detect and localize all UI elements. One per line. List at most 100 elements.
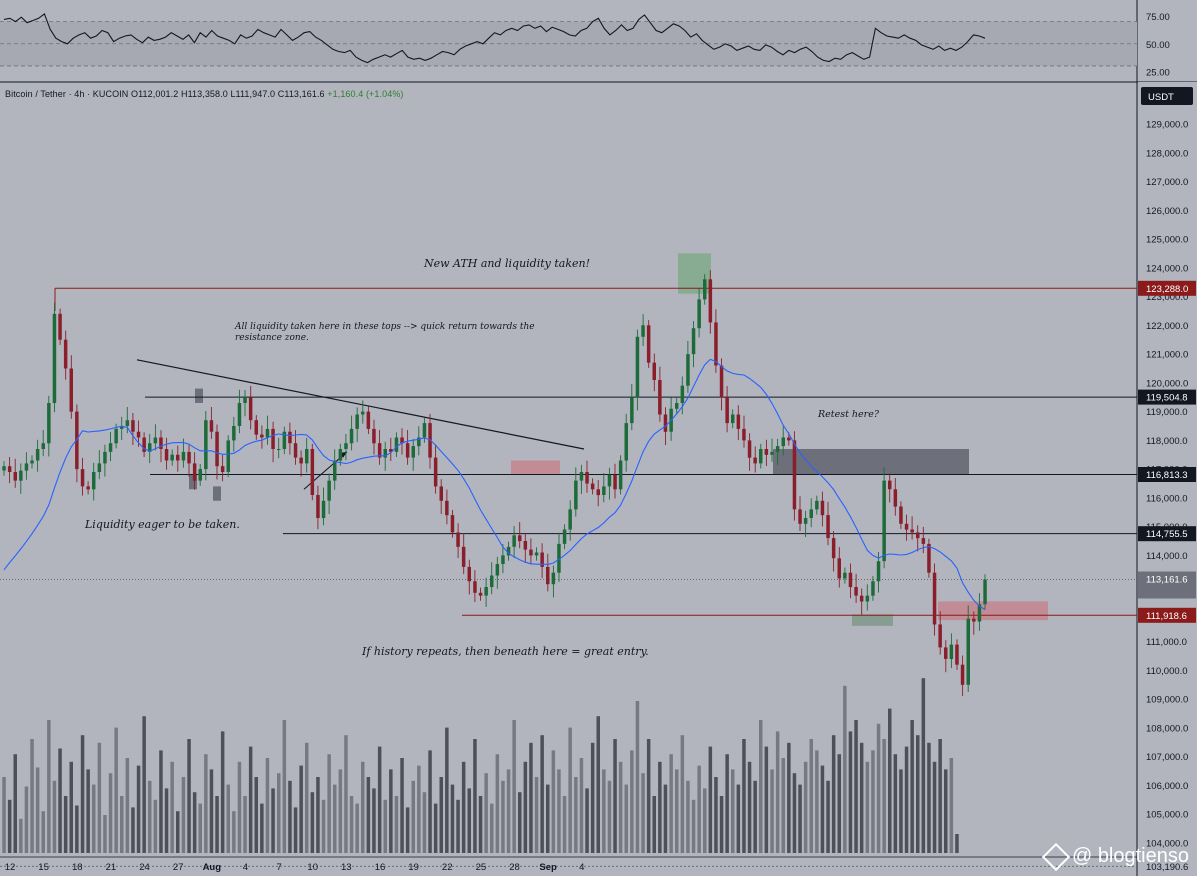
candle-body	[725, 397, 729, 424]
price-tick-label: 106,000.0	[1146, 781, 1188, 792]
price-level-tag	[1138, 858, 1196, 874]
candle-body	[697, 299, 701, 329]
price-tick-label: 120,000.0	[1146, 378, 1188, 389]
time-tick-label: 4	[579, 862, 584, 873]
candle-body	[865, 595, 870, 602]
price-tick-label: 104,000.0	[1146, 839, 1188, 850]
candle-body	[736, 414, 741, 429]
annotation-ath: New ATH and liquidity taken!	[424, 257, 591, 270]
candle-body	[164, 449, 169, 461]
volume-bar	[333, 784, 337, 853]
price-tick-label: 121,000.0	[1146, 350, 1188, 361]
candle-body	[265, 428, 270, 438]
candle-body	[142, 437, 146, 452]
candle-body	[86, 486, 90, 490]
candle-body	[501, 555, 505, 564]
volume-bar	[848, 731, 853, 853]
volume-bar	[473, 739, 477, 853]
volume-bar	[103, 815, 107, 853]
rsi-tick-label: 50.00	[1146, 40, 1170, 51]
price-tick-label: 127,000.0	[1146, 177, 1188, 188]
symbol-name[interactable]: Bitcoin / Tether · 4h · KUCOIN	[5, 89, 129, 99]
price-tick-label: 118,000.0	[1146, 436, 1188, 447]
candle-body	[282, 431, 287, 449]
volume-bar	[630, 750, 634, 853]
price-level-label: 103,190.6	[1146, 862, 1188, 873]
candle-body	[646, 325, 651, 363]
candle-body	[731, 414, 735, 424]
candle-body	[41, 443, 45, 449]
candle-body	[411, 446, 415, 458]
volume-bar	[450, 784, 455, 853]
volume-pane	[2, 678, 959, 853]
volume-bar	[293, 807, 298, 853]
volume-bar	[590, 742, 595, 853]
volume-bar	[703, 788, 707, 853]
liquidity-marker	[189, 474, 197, 490]
candle-body	[333, 460, 337, 481]
candle-body	[80, 469, 85, 487]
price-tick-label: 124,000.0	[1146, 263, 1188, 274]
price-tick-label: 122,000.0	[1146, 321, 1188, 332]
volume-bar	[585, 788, 589, 853]
volume-bar	[7, 799, 12, 853]
volume-bar	[52, 780, 57, 853]
candle-body	[176, 454, 180, 461]
moving-average-path	[3, 358, 986, 611]
candle-body	[467, 566, 471, 582]
candle-body	[848, 572, 853, 588]
time-tick-label: 16	[375, 862, 386, 873]
candle-body	[809, 509, 813, 518]
volume-bar	[624, 784, 628, 853]
candle-body	[327, 480, 331, 501]
volume-bar	[523, 761, 528, 853]
candle-body	[955, 644, 959, 665]
volume-bar	[562, 796, 567, 853]
volume-bar	[770, 769, 774, 853]
volume-bar	[949, 758, 954, 853]
volume-bar	[669, 754, 673, 853]
candle-body	[529, 549, 533, 556]
candle-body	[899, 506, 903, 524]
price-tick-label: 111,000.0	[1146, 637, 1187, 648]
currency-badge[interactable]	[1141, 87, 1193, 105]
volume-bar	[815, 750, 819, 853]
candle-body	[831, 538, 836, 559]
volume-bar	[383, 799, 387, 853]
volume-bar	[820, 765, 825, 853]
volume-bar	[204, 754, 208, 853]
candle-body	[938, 624, 942, 648]
volume-bar	[461, 761, 466, 853]
candle-body	[944, 647, 948, 659]
candle-body	[579, 472, 584, 481]
volume-bar	[910, 720, 914, 853]
volume-bar	[506, 769, 511, 853]
candle-body	[349, 428, 354, 444]
candle-body	[602, 486, 606, 495]
candle-body	[675, 403, 679, 409]
candle-body	[781, 437, 785, 447]
price-level-label: 113,161.6	[1146, 575, 1188, 586]
volume-bar	[764, 746, 769, 853]
candle-body	[932, 572, 937, 625]
liquidity-pocket-zone	[511, 460, 560, 475]
volume-bar	[271, 788, 275, 853]
candle-body	[540, 552, 544, 567]
candle-body	[47, 403, 51, 444]
candle-body	[658, 380, 662, 415]
candle-body	[568, 509, 572, 530]
volume-bar	[260, 803, 264, 853]
candle-body	[52, 313, 57, 403]
candle-body	[136, 431, 141, 438]
volume-bar	[159, 750, 163, 853]
candle-body	[209, 420, 214, 432]
candle-body	[461, 546, 466, 567]
candle-body	[439, 486, 443, 501]
volume-bar	[932, 761, 937, 853]
price-level-tag	[1138, 467, 1196, 482]
candle-body	[277, 449, 281, 450]
volume-bar	[618, 761, 623, 853]
volume-bar	[714, 777, 718, 853]
volume-bar	[125, 758, 130, 853]
candle-body	[876, 561, 881, 582]
